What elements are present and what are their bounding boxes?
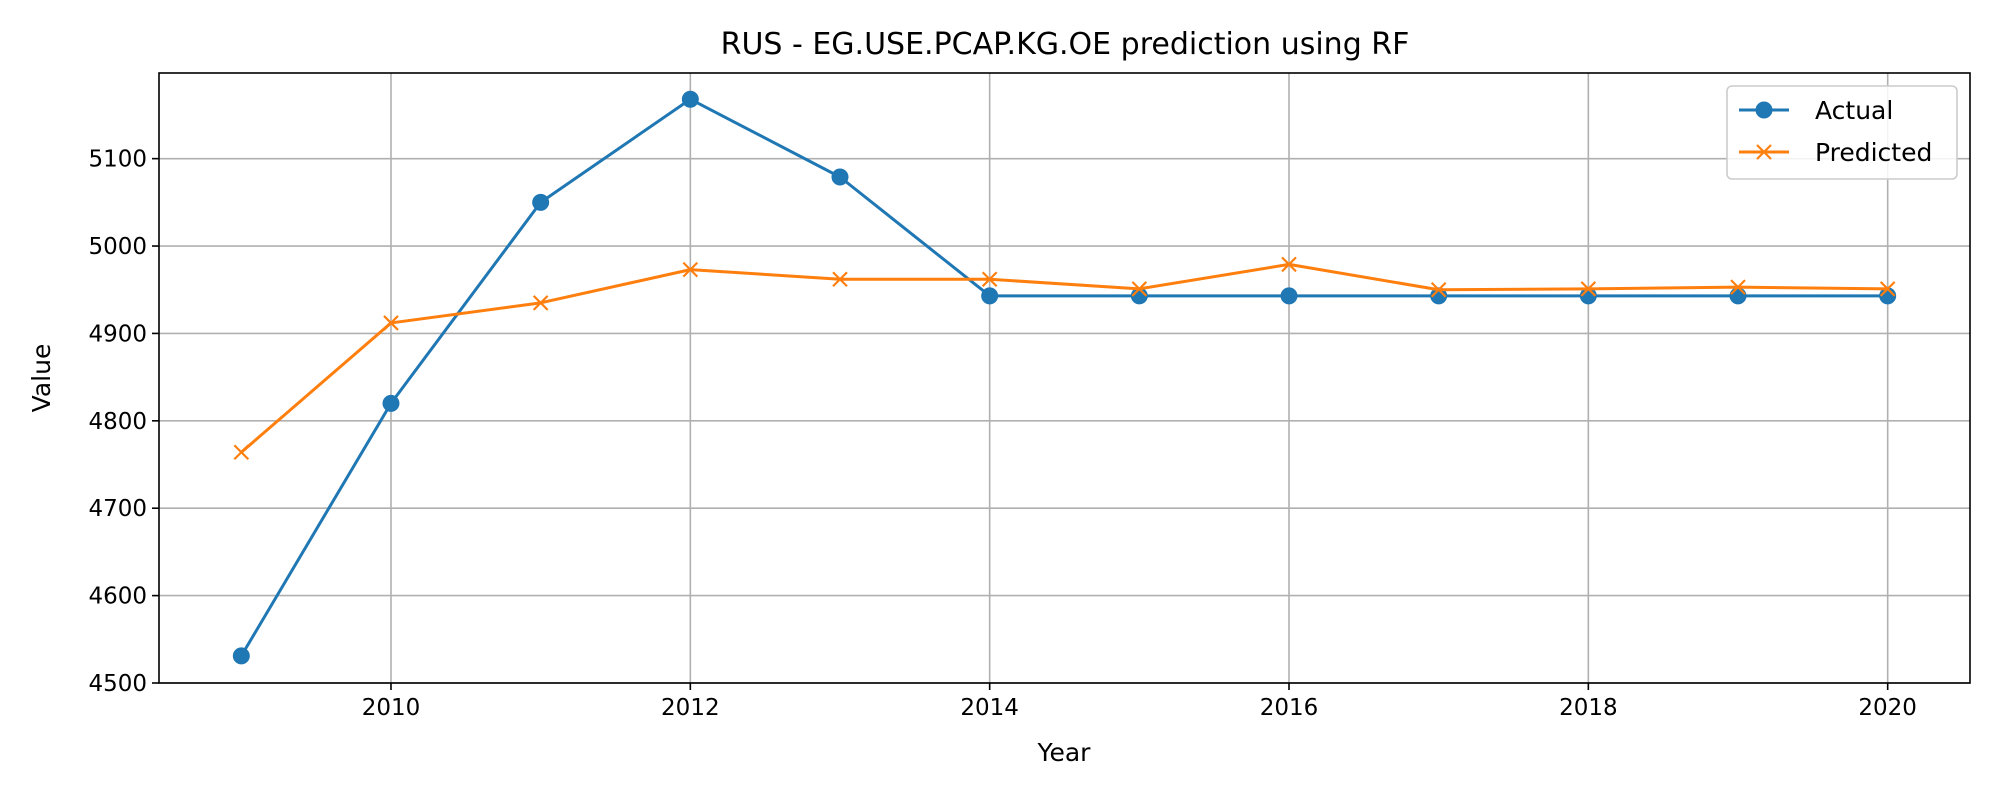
legend-item-actual: Actual — [1739, 96, 1893, 125]
y-tick-label: 4900 — [88, 321, 147, 347]
legend: Actual Predicted — [1726, 85, 1958, 180]
data-point — [1580, 281, 1597, 297]
y-axis: 4500 4600 4700 4800 4900 5000 5100 — [88, 147, 159, 697]
data-point — [831, 168, 849, 186]
data-point — [232, 647, 250, 665]
x-tick-label: 2012 — [661, 695, 720, 721]
grid — [159, 73, 1970, 684]
data-point — [981, 287, 999, 305]
data-point — [1730, 279, 1746, 295]
data-point — [1280, 287, 1298, 305]
y-tick-label: 4600 — [88, 584, 147, 610]
y-tick-label: 4700 — [88, 496, 147, 522]
chart-title: RUS - EG.USE.PCAP.KG.OE prediction using… — [721, 27, 1410, 62]
legend-marker — [1756, 144, 1772, 160]
data-point — [1729, 287, 1747, 305]
data-point — [1281, 256, 1297, 273]
data-point — [532, 295, 549, 311]
y-tick-label: 5100 — [88, 147, 147, 173]
x-tick-label: 2020 — [1858, 695, 1917, 721]
data-point — [681, 90, 699, 108]
data-point — [383, 315, 399, 331]
plot-frame — [158, 72, 1971, 684]
data-point — [233, 444, 250, 461]
y-tick-label: 4500 — [88, 671, 147, 697]
series-line — [240, 262, 1888, 454]
series-line — [240, 97, 1888, 657]
data-point — [1879, 281, 1896, 297]
legend-marker — [1755, 101, 1773, 119]
data-point — [1430, 287, 1448, 305]
legend-item-predicted: Predicted — [1739, 138, 1932, 167]
data-point — [532, 193, 550, 211]
data-point — [1430, 281, 1447, 298]
x-tick-label: 2010 — [362, 695, 421, 721]
x-tick-label: 2016 — [1260, 695, 1319, 721]
series-layer — [232, 90, 1897, 665]
y-axis-label: Value — [27, 344, 56, 413]
data-point — [981, 271, 998, 288]
y-tick-label: 5000 — [88, 234, 147, 260]
x-axis-label: Year — [1037, 738, 1092, 767]
x-tick-label: 2018 — [1559, 695, 1618, 721]
data-point — [1131, 281, 1148, 297]
data-point — [682, 261, 699, 278]
y-tick-label: 4800 — [88, 409, 147, 435]
legend-label: Actual — [1815, 96, 1893, 125]
series-actual — [232, 90, 1897, 665]
x-tick-label: 2014 — [960, 695, 1019, 721]
series-predicted — [233, 256, 1896, 461]
legend-label: Predicted — [1815, 138, 1932, 167]
data-point — [832, 271, 848, 288]
data-point — [382, 394, 400, 412]
x-axis: 2010 2012 2014 2016 2018 2020 — [362, 683, 1917, 721]
